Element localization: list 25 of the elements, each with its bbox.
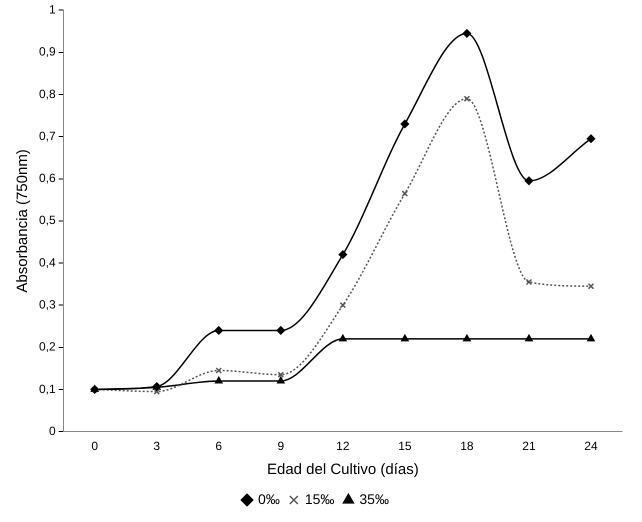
x-tick-label: 9 xyxy=(277,439,284,454)
y-tick-label: 0,3 xyxy=(38,297,56,312)
legend-label: 15‰ xyxy=(304,490,334,507)
x-axis-title: Edad del Cultivo (días) xyxy=(266,461,419,478)
legend-label: 35‰ xyxy=(359,490,389,507)
y-tick-label: 0,8 xyxy=(38,86,56,101)
x-tick-label: 21 xyxy=(522,439,536,454)
legend-label: 0‰ xyxy=(258,490,280,507)
y-tick-label: 0 xyxy=(48,424,56,438)
y-tick-label: 0,2 xyxy=(38,340,56,354)
x-tick-label: 3 xyxy=(153,439,160,454)
y-tick-label: 0,6 xyxy=(38,171,56,186)
x-tick-label: 15 xyxy=(398,439,412,454)
y-tick-label: 1 xyxy=(48,2,56,17)
y-tick-label: 0,4 xyxy=(38,255,56,270)
y-tick-label: 0,5 xyxy=(38,213,56,228)
x-tick-label: 12 xyxy=(336,439,350,454)
y-tick-label: 0,1 xyxy=(38,382,56,396)
x-tick-label: 18 xyxy=(460,439,474,454)
x-tick-label: 6 xyxy=(215,439,222,454)
x-tick-label: 0 xyxy=(91,439,98,454)
y-axis-title: Absorbancia (750nm) xyxy=(14,149,32,293)
x-tick-label: 24 xyxy=(584,439,598,454)
y-tick-label: 0,9 xyxy=(38,44,56,59)
y-tick-label: 0,7 xyxy=(38,128,56,143)
